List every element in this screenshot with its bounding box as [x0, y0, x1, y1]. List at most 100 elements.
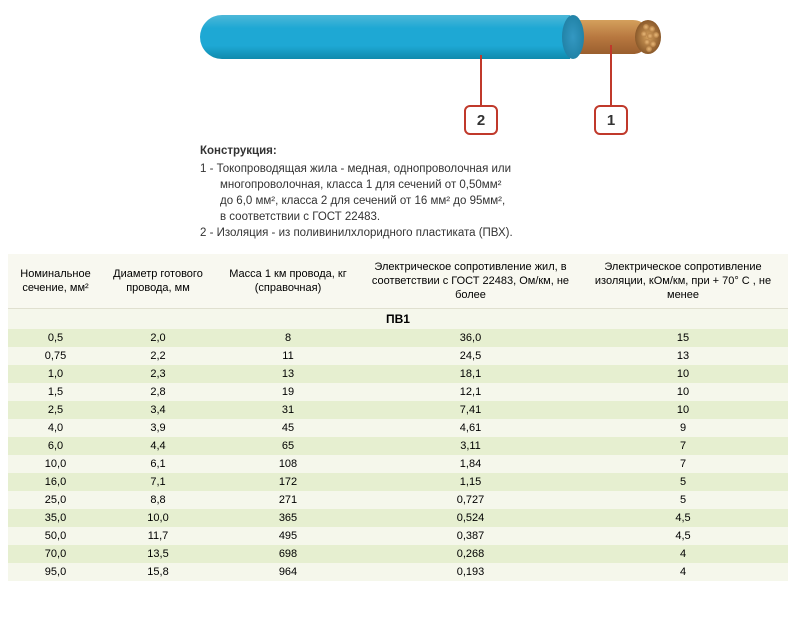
construction-item: 1 - Токопроводящая жила - медная, однопр…	[200, 161, 795, 225]
table-cell: 7	[578, 437, 788, 455]
table-cell: 7	[578, 455, 788, 473]
table-cell: 4,5	[578, 509, 788, 527]
table-cell: 698	[213, 545, 363, 563]
table-cell: 0,268	[363, 545, 578, 563]
table-row: 2,53,4317,4110	[8, 401, 788, 419]
construction-item-line: многопроволочная, класса 1 для сечений о…	[200, 177, 795, 193]
table-cell: 7,41	[363, 401, 578, 419]
table-cell: 95,0	[8, 563, 103, 581]
table-row: 0,52,0836,015	[8, 329, 788, 347]
table-cell: 4,5	[578, 527, 788, 545]
callout-label: 1	[594, 105, 628, 135]
table-cell: 271	[213, 491, 363, 509]
table-section-label: ПВ1	[8, 309, 788, 330]
table-cell: 0,727	[363, 491, 578, 509]
conductor-end-face	[635, 20, 661, 54]
construction-description: Конструкция: 1 - Токопроводящая жила - м…	[200, 143, 795, 242]
table-cell: 3,4	[103, 401, 213, 419]
table-cell: 10,0	[103, 509, 213, 527]
table-cell: 5	[578, 491, 788, 509]
table-cell: 8	[213, 329, 363, 347]
table-column-header: Электрическое сопротивление изоляции, кО…	[578, 254, 788, 309]
table-cell: 172	[213, 473, 363, 491]
table-cell: 0,387	[363, 527, 578, 545]
table-row: 50,011,74950,3874,5	[8, 527, 788, 545]
table-cell: 4,0	[8, 419, 103, 437]
table-cell: 2,3	[103, 365, 213, 383]
callout-label: 2	[464, 105, 498, 135]
construction-item-line: до 6,0 мм², класса 2 для сечений от 16 м…	[200, 193, 795, 209]
table-cell: 36,0	[363, 329, 578, 347]
table-cell: 35,0	[8, 509, 103, 527]
table-cell: 495	[213, 527, 363, 545]
table-cell: 2,8	[103, 383, 213, 401]
table-cell: 15	[578, 329, 788, 347]
table-cell: 10,0	[8, 455, 103, 473]
table-cell: 31	[213, 401, 363, 419]
table-cell: 1,0	[8, 365, 103, 383]
table-cell: 365	[213, 509, 363, 527]
table-cell: 11	[213, 347, 363, 365]
table-cell: 13,5	[103, 545, 213, 563]
table-cell: 50,0	[8, 527, 103, 545]
table-row: 70,013,56980,2684	[8, 545, 788, 563]
table-row: 25,08,82710,7275	[8, 491, 788, 509]
table-cell: 4,61	[363, 419, 578, 437]
construction-item-line: в соответствии с ГОСТ 22483.	[200, 209, 795, 225]
table-cell: 25,0	[8, 491, 103, 509]
table-cell: 1,84	[363, 455, 578, 473]
table-row: 35,010,03650,5244,5	[8, 509, 788, 527]
wire-diagram: 12	[200, 15, 670, 135]
table-row: 1,02,31318,110	[8, 365, 788, 383]
table-cell: 5	[578, 473, 788, 491]
table-cell: 2,5	[8, 401, 103, 419]
table-row: 4,03,9454,619	[8, 419, 788, 437]
table-cell: 19	[213, 383, 363, 401]
table-row: 1,52,81912,110	[8, 383, 788, 401]
table-cell: 13	[578, 347, 788, 365]
construction-item: 2 - Изоляция - из поливинилхлоридного пл…	[200, 225, 795, 241]
table-cell: 18,1	[363, 365, 578, 383]
table-column-header: Диаметр готового провода, мм	[103, 254, 213, 309]
table-cell: 70,0	[8, 545, 103, 563]
table-cell: 12,1	[363, 383, 578, 401]
table-cell: 3,11	[363, 437, 578, 455]
table-row: 95,015,89640,1934	[8, 563, 788, 581]
table-cell: 10	[578, 365, 788, 383]
table-cell: 0,75	[8, 347, 103, 365]
table-cell: 11,7	[103, 527, 213, 545]
table-cell: 13	[213, 365, 363, 383]
table-cell: 45	[213, 419, 363, 437]
table-cell: 4	[578, 545, 788, 563]
table-row: 6,04,4653,117	[8, 437, 788, 455]
insulation-end-face	[562, 15, 584, 59]
table-cell: 65	[213, 437, 363, 455]
table-cell: 0,193	[363, 563, 578, 581]
table-cell: 10	[578, 383, 788, 401]
table-column-header: Масса 1 км провода, кг (справочная)	[213, 254, 363, 309]
table-section-row: ПВ1	[8, 309, 788, 330]
table-cell: 3,9	[103, 419, 213, 437]
table-cell: 8,8	[103, 491, 213, 509]
table-cell: 7,1	[103, 473, 213, 491]
table-cell: 24,5	[363, 347, 578, 365]
callout-line	[480, 55, 482, 105]
table-row: 10,06,11081,847	[8, 455, 788, 473]
table-column-header: Электрическое сопротивление жил, в соотв…	[363, 254, 578, 309]
table-cell: 0,524	[363, 509, 578, 527]
table-cell: 10	[578, 401, 788, 419]
table-cell: 15,8	[103, 563, 213, 581]
table-cell: 1,15	[363, 473, 578, 491]
table-column-header: Номинальное сечение, мм²	[8, 254, 103, 309]
table-cell: 4,4	[103, 437, 213, 455]
table-cell: 2,0	[103, 329, 213, 347]
table-cell: 1,5	[8, 383, 103, 401]
table-cell: 9	[578, 419, 788, 437]
table-cell: 964	[213, 563, 363, 581]
callout-line	[610, 45, 612, 105]
table-cell: 0,5	[8, 329, 103, 347]
table-header-row: Номинальное сечение, мм²Диаметр готового…	[8, 254, 788, 309]
specs-table: Номинальное сечение, мм²Диаметр готового…	[8, 254, 788, 582]
table-cell: 16,0	[8, 473, 103, 491]
insulation-sheath	[200, 15, 570, 59]
